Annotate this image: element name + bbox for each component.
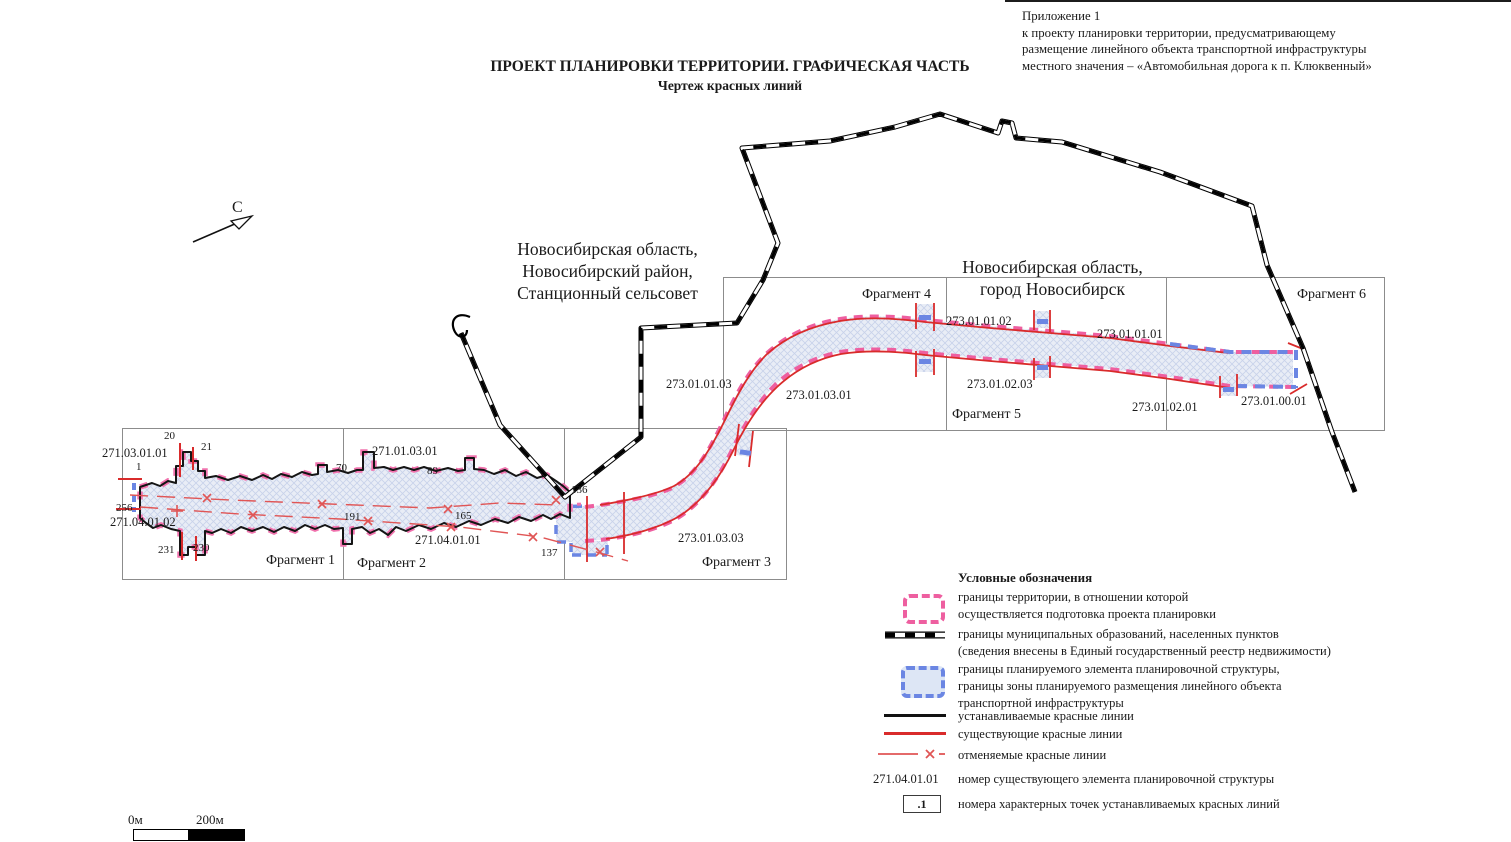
fragment-box-1-3 <box>122 428 787 580</box>
legend-sample-point-box: .1 <box>903 795 941 813</box>
planning-code: 271.03.01.01 <box>102 446 168 460</box>
fragment-label-3: Фрагмент 3 <box>702 555 772 570</box>
legend-text: существующие красные линии <box>958 727 1123 741</box>
legend-swatch-territory-boundary <box>903 594 945 624</box>
region-line: Новосибирская область, <box>962 257 1143 277</box>
fragment-label-6: Фрагмент 6 <box>1297 287 1367 302</box>
legend-title: Условные обозначения <box>958 570 1093 585</box>
planning-code: 271.04.01.01 <box>415 533 481 547</box>
point-number: 256 <box>116 502 133 514</box>
planning-code: 273.01.02.01 <box>1132 400 1198 414</box>
scale-bar-segment-white <box>133 829 189 841</box>
point-number: 230 <box>193 542 210 554</box>
legend-swatch-cancelled-red-lines <box>878 749 945 759</box>
appendix-line: размещение линейного объекта транспортно… <box>1022 42 1367 57</box>
north-arrow <box>192 214 255 243</box>
appendix-line: местного значения – «Автомобильная дорог… <box>1022 58 1372 73</box>
legend-text: границы муниципальных образований, насел… <box>958 627 1279 641</box>
planning-code: 271.04.01.02 <box>110 515 176 529</box>
planning-code: 271.01.03.01 <box>372 444 438 458</box>
appendix-note: Приложение 1 к проекту планировки террит… <box>1022 8 1452 75</box>
legend-text: устанавливаемые красные линии <box>958 709 1134 723</box>
point-number: 137 <box>541 547 558 559</box>
point-number: 191 <box>344 511 361 523</box>
legend-text: границы планируемого элемента планировоч… <box>958 662 1280 676</box>
point-number: 1 <box>136 461 142 473</box>
point-number: 231 <box>158 544 175 556</box>
point-number: 21 <box>201 441 212 453</box>
fragment-divider <box>343 429 344 579</box>
scale-start-label: 0м <box>128 812 143 827</box>
planning-code: 273.01.00.01 <box>1241 394 1307 408</box>
legend-text: границы зоны планируемого размещения лин… <box>958 679 1282 693</box>
legend-text: транспортной инфраструктуры <box>958 696 1124 710</box>
region-caption-right: Новосибирская область, город Новосибирск <box>945 256 1160 300</box>
appendix-line: к проекту планировки территории, предусм… <box>1022 25 1336 40</box>
drawing-subtitle: Чертеж красных линий <box>657 78 803 93</box>
fragment-divider <box>946 278 947 430</box>
fragment-label-4: Фрагмент 4 <box>862 287 932 302</box>
legend-text: (сведения внесены в Единый государственн… <box>958 644 1331 658</box>
legend-swatch-planned-element-boundary <box>901 666 945 698</box>
legend-swatch-municipal-boundary <box>885 631 945 639</box>
legend-text: отменяемые красные линии <box>958 748 1107 762</box>
legend-swatch-established-red-lines <box>884 714 946 717</box>
scale-end-label: 200м <box>196 812 224 827</box>
region-line: Станционный сельсовет <box>517 283 698 303</box>
legend-swatch-existing-red-lines <box>884 732 946 735</box>
legend-text: номера характерных точек устанавливаемых… <box>958 797 1280 811</box>
legend-text: осуществляется подготовка проекта планир… <box>958 607 1216 621</box>
north-label: С <box>232 199 243 216</box>
point-number: 165 <box>455 510 472 522</box>
drawing-title: ПРОЕКТ ПЛАНИРОВКИ ТЕРРИТОРИИ. ГРАФИЧЕСКА… <box>490 58 970 75</box>
planning-code: 273.01.01.02 <box>946 314 1012 328</box>
legend-text: границы территории, в отношении которой <box>958 590 1189 604</box>
planning-code: 273.01.03.03 <box>678 531 744 545</box>
page-top-border <box>1005 0 1511 2</box>
legend-text: номер существующего элемента планировочн… <box>958 772 1275 786</box>
region-line: Новосибирский район, <box>522 261 693 281</box>
legend-sample-code: 271.04.01.01 <box>873 772 939 786</box>
planning-code: 273.01.03.01 <box>786 388 852 402</box>
appendix-line: Приложение 1 <box>1022 9 1101 23</box>
fragment-divider <box>564 429 565 579</box>
region-line: город Новосибирск <box>980 279 1125 299</box>
point-number: 20 <box>164 430 175 442</box>
fragment-label-5: Фрагмент 5 <box>952 407 1022 422</box>
planning-code: 273.01.02.03 <box>967 377 1033 391</box>
point-number: 136 <box>571 484 588 496</box>
scale-bar-segment-black <box>189 829 245 841</box>
planning-code: 273.01.01.01 <box>1097 327 1163 341</box>
region-line: Новосибирская область, <box>517 239 698 259</box>
fragment-label-2: Фрагмент 2 <box>357 556 427 571</box>
fragment-label-1: Фрагмент 1 <box>266 553 336 568</box>
region-caption-left: Новосибирская область, Новосибирский рай… <box>500 238 715 304</box>
planning-code: 273.01.01.03 <box>666 377 732 391</box>
point-number: 89 <box>427 465 438 477</box>
point-number: 70 <box>336 462 347 474</box>
